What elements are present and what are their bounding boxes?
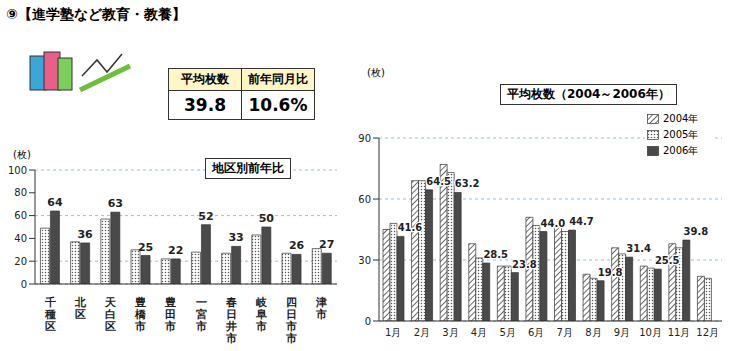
- svg-text:津市: 津市: [315, 296, 327, 321]
- svg-text:6月: 6月: [528, 327, 544, 338]
- svg-text:60: 60: [14, 210, 27, 221]
- svg-text:19.8: 19.8: [598, 267, 623, 278]
- svg-text:44.0: 44.0: [541, 218, 566, 229]
- svg-text:64: 64: [47, 196, 63, 209]
- svg-text:50: 50: [259, 212, 275, 225]
- svg-text:64.5: 64.5: [426, 176, 451, 187]
- svg-text:7月: 7月: [557, 327, 573, 338]
- svg-text:20: 20: [14, 256, 27, 267]
- svg-text:22: 22: [168, 244, 183, 257]
- html-text:10.6%: 10.6%: [248, 95, 308, 115]
- svg-text:44.7: 44.7: [569, 216, 594, 227]
- html-text:2006年: 2006年: [663, 145, 699, 156]
- svg-text:天白区: 天白区: [104, 296, 117, 333]
- svg-text:63.2: 63.2: [455, 178, 480, 189]
- svg-text:52: 52: [198, 210, 213, 223]
- html-text:平均枚数（2004～2006年）: 平均枚数（2004～2006年）: [507, 87, 670, 101]
- svg-text:岐阜市: 岐阜市: [255, 296, 268, 333]
- svg-text:23.8: 23.8: [512, 259, 537, 270]
- svg-text:28.5: 28.5: [483, 249, 508, 260]
- html-text:(枚): (枚): [13, 149, 31, 160]
- svg-text:25.5: 25.5: [655, 255, 680, 266]
- svg-text:0: 0: [21, 279, 27, 290]
- svg-text:80: 80: [14, 187, 27, 198]
- svg-text:一宮市: 一宮市: [195, 296, 207, 333]
- html-text:⑨【進学塾など教育・教養】: ⑨【進学塾など教育・教養】: [6, 6, 186, 22]
- svg-text:33: 33: [228, 231, 243, 244]
- svg-text:北区: 北区: [74, 296, 87, 321]
- svg-text:4月: 4月: [471, 327, 487, 338]
- html-text:平均枚数: 平均枚数: [181, 72, 229, 86]
- svg-text:27: 27: [319, 238, 334, 251]
- svg-text:40: 40: [14, 233, 27, 244]
- svg-text:四日市市: 四日市市: [285, 296, 297, 345]
- html-text:2004年: 2004年: [663, 113, 699, 124]
- svg-text:36: 36: [77, 228, 93, 241]
- svg-text:0: 0: [365, 316, 371, 327]
- svg-text:90: 90: [358, 133, 371, 144]
- svg-text:10月: 10月: [639, 327, 662, 338]
- svg-text:2月: 2月: [414, 327, 430, 338]
- svg-text:5月: 5月: [499, 327, 515, 338]
- html-text:2005年: 2005年: [663, 129, 699, 140]
- svg-text:60: 60: [358, 194, 371, 205]
- svg-text:100: 100: [8, 165, 27, 176]
- svg-text:39.8: 39.8: [683, 226, 708, 237]
- svg-text:25: 25: [138, 241, 153, 254]
- svg-text:30: 30: [358, 255, 371, 266]
- html-text:39.8: 39.8: [184, 95, 226, 115]
- svg-text:3月: 3月: [442, 327, 458, 338]
- svg-text:11月: 11月: [668, 327, 691, 338]
- svg-text:26: 26: [289, 239, 305, 252]
- svg-text:12月: 12月: [696, 327, 719, 338]
- svg-text:1月: 1月: [385, 327, 401, 338]
- svg-text:春日井市: 春日井市: [225, 296, 237, 345]
- svg-text:9月: 9月: [614, 327, 630, 338]
- html-text:(枚): (枚): [367, 67, 385, 78]
- svg-text:41.6: 41.6: [398, 222, 423, 233]
- svg-text:千種区: 千種区: [44, 296, 56, 333]
- svg-text:31.4: 31.4: [626, 243, 651, 254]
- html-text:前年同月比: 前年同月比: [248, 72, 308, 86]
- svg-text:63: 63: [108, 197, 123, 210]
- html-text:地区別前年比: 地区別前年比: [212, 161, 284, 175]
- svg-text:豊橋市: 豊橋市: [134, 296, 147, 333]
- svg-text:8月: 8月: [585, 327, 601, 338]
- svg-text:豊田市: 豊田市: [164, 296, 176, 333]
